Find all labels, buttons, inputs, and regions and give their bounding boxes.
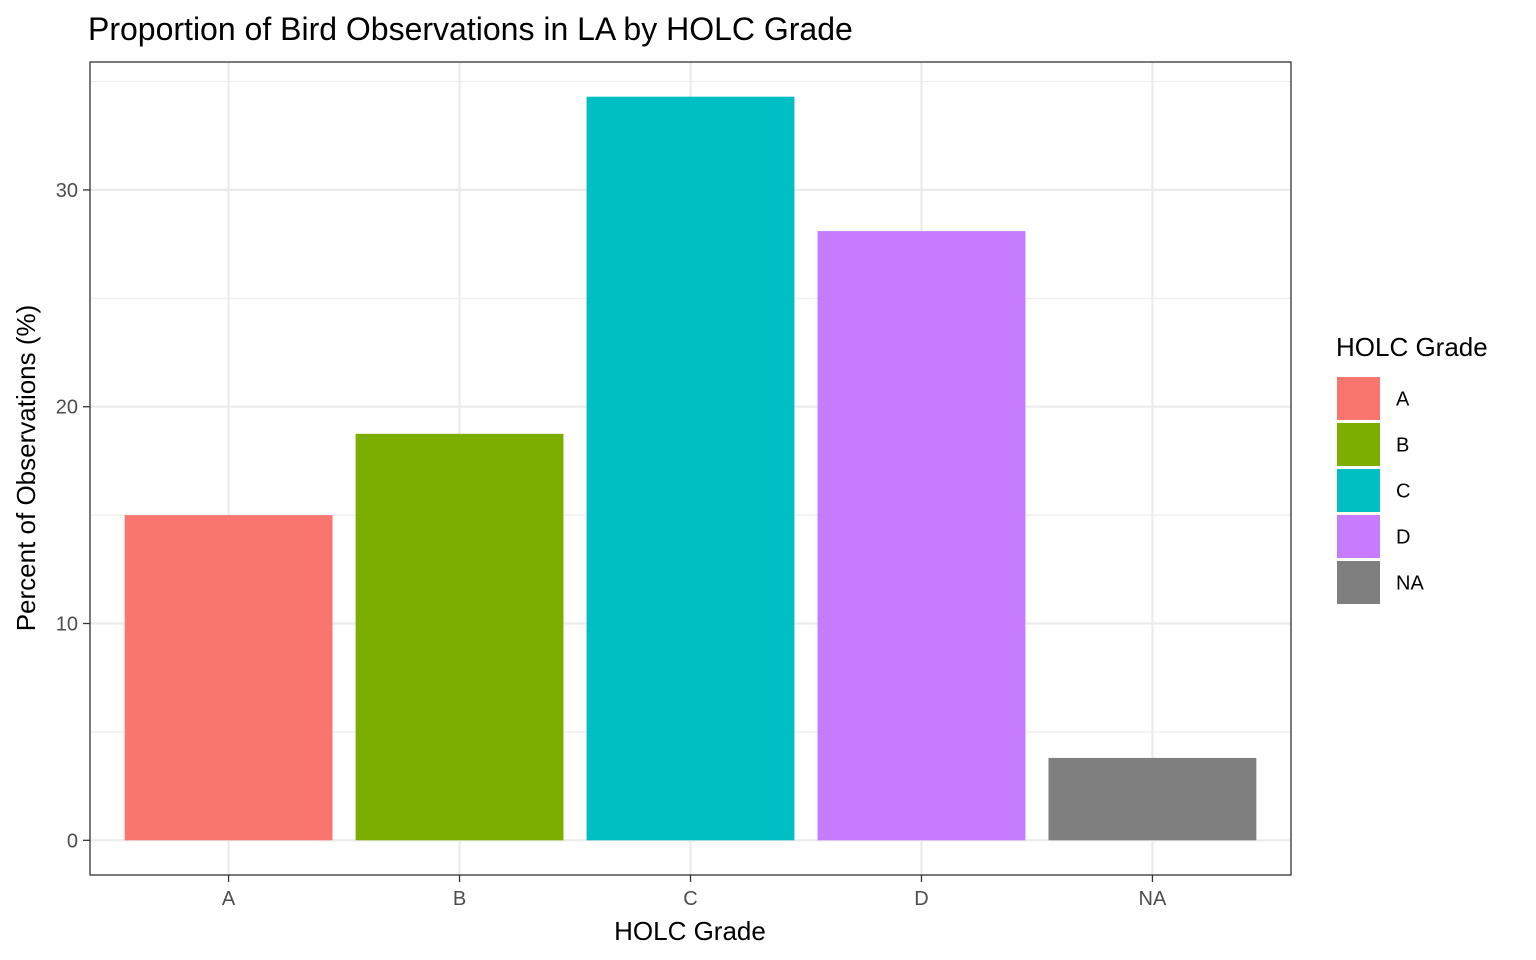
plot-panel: 0 10 20 30 A B C D NA <box>56 61 1292 910</box>
legend-title: HOLC Grade <box>1336 332 1488 362</box>
bar-na <box>1048 757 1257 841</box>
x-axis-title: HOLC Grade <box>614 916 766 946</box>
legend: HOLC Grade A B C D NA <box>1336 332 1488 604</box>
legend-label-a: A <box>1396 389 1410 411</box>
legend-key-c <box>1337 469 1380 512</box>
legend-label-b: B <box>1396 435 1409 457</box>
y-tick-label: 0 <box>67 830 78 852</box>
legend-label-c: C <box>1396 481 1410 503</box>
legend-label-d: D <box>1396 527 1410 549</box>
y-tick-label: 30 <box>56 180 78 202</box>
legend-key-na <box>1337 561 1380 604</box>
bar-d <box>817 231 1026 841</box>
legend-key-b <box>1337 423 1380 466</box>
y-axis-title: Percent of Observations (%) <box>11 305 41 632</box>
x-tick-label: C <box>683 888 697 910</box>
x-tick-label: D <box>914 888 928 910</box>
x-tick-label: A <box>222 888 236 910</box>
bar-a <box>124 515 333 841</box>
y-tick-label: 10 <box>56 614 78 636</box>
legend-label-na: NA <box>1396 573 1424 595</box>
x-tick-label: B <box>453 888 466 910</box>
bar-b <box>355 433 564 841</box>
legend-key-a <box>1337 377 1380 420</box>
chart-title: Proportion of Bird Observations in LA by… <box>88 11 853 47</box>
bar-c <box>586 96 795 841</box>
x-tick-label: NA <box>1139 888 1167 910</box>
legend-key-d <box>1337 515 1380 558</box>
y-tick-label: 20 <box>56 397 78 419</box>
